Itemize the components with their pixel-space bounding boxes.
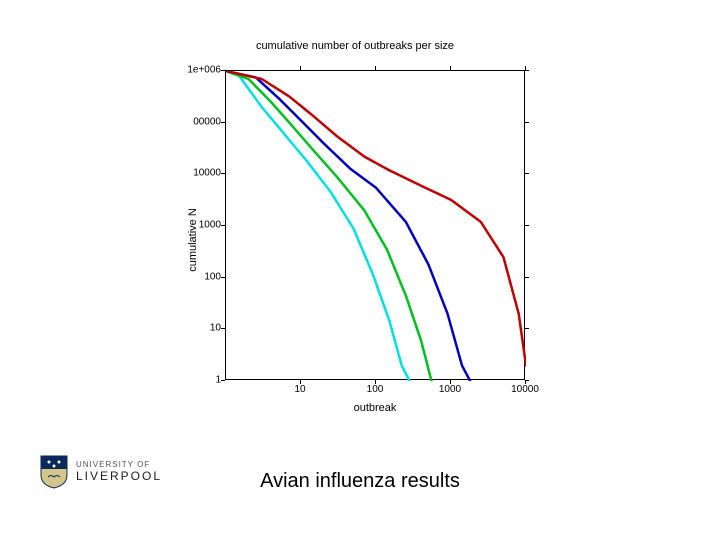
x-axis-label: outbreak xyxy=(225,402,525,414)
x-tick-label: 100 xyxy=(367,384,384,395)
y-tick-label: 1000 xyxy=(199,220,221,231)
x-tick-label: 10 xyxy=(294,384,305,395)
y-tick-label: 10 xyxy=(210,323,221,334)
logo-main-text: LIVERPOOL xyxy=(76,470,162,483)
x-tick-label: 10000 xyxy=(511,384,539,395)
line-series-green xyxy=(226,71,432,381)
y-tick-label: 00000 xyxy=(193,116,221,127)
y-tick-label: 100 xyxy=(204,271,221,282)
line-series-cyan xyxy=(226,71,410,381)
shield-icon xyxy=(40,455,68,489)
chart-lines-svg xyxy=(226,71,526,381)
plot-area xyxy=(225,70,525,380)
line-series-blue xyxy=(226,71,470,381)
slide-root: cumulative number of outbreaks per size … xyxy=(0,0,720,540)
y-axis-label: cumulative N xyxy=(187,208,199,272)
chart-title: cumulative number of outbreaks per size xyxy=(155,40,555,52)
line-series-red xyxy=(226,71,526,365)
slide-caption: Avian influenza results xyxy=(260,470,460,493)
chart-container: cumulative number of outbreaks per size … xyxy=(155,40,555,440)
y-tick-label: 10000 xyxy=(193,168,221,179)
y-tick-label: 1e+006 xyxy=(187,65,221,76)
x-tick-label: 1000 xyxy=(439,384,461,395)
university-logo: UNIVERSITY OF LIVERPOOL xyxy=(40,455,162,489)
logo-text: UNIVERSITY OF LIVERPOOL xyxy=(76,461,162,483)
